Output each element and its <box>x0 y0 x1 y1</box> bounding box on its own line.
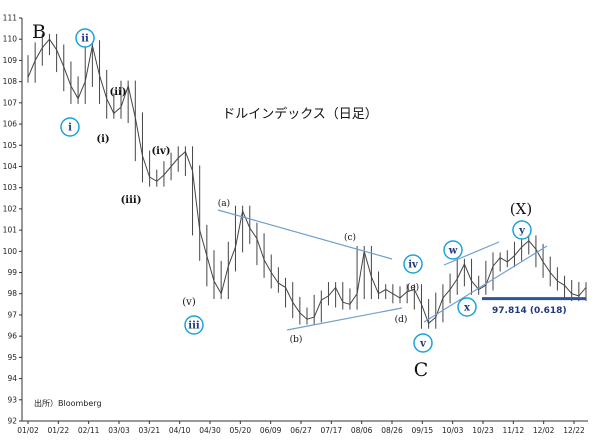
trendline-lower-channel <box>423 245 548 323</box>
wave-label-x-circle <box>457 297 477 317</box>
trendline-lower-triangle <box>286 307 403 331</box>
wave-label-w: w <box>448 246 458 257</box>
y-tick-label: 92 <box>7 417 17 426</box>
wave-label-iv-circle <box>403 254 423 274</box>
y-tick-label: 109 <box>3 56 18 65</box>
y-tick-label: 108 <box>3 77 18 86</box>
y-tick-label: 93 <box>7 395 17 404</box>
wave-label-iv: iv <box>408 260 419 271</box>
wave-label-paren-i: (i) <box>96 134 109 145</box>
wave-label-a: (a) <box>218 198 230 209</box>
wave-label-paren-iv: (iv) <box>151 146 170 157</box>
wave-label-v: v <box>419 339 427 350</box>
y-tick-label: 94 <box>7 374 17 383</box>
wave-label-e: (e) <box>407 282 419 293</box>
wave-label-y-circle <box>512 220 532 240</box>
x-tick-label: 06/27 <box>290 426 312 435</box>
wave-label-d: (d) <box>395 314 408 325</box>
wave-label-i: i <box>68 123 72 134</box>
wave-label-c: (c) <box>344 232 356 243</box>
y-tick-label: 102 <box>3 204 18 213</box>
y-axis-ticks: 92 93 94 95 96 97 98 99 100 101 102 103 104 105 106 107… <box>3 14 22 426</box>
y-tick-label: 100 <box>3 247 18 256</box>
wave-label-B: B <box>32 21 46 43</box>
x-tick-label: 07/17 <box>321 426 343 435</box>
x-axis-ticks: 01/02 01/22 02/11 03/03 03/21 04/10 04/30 05/20… <box>17 421 585 435</box>
x-tick-label: 12/02 <box>533 426 555 435</box>
wave-label-y: y <box>518 226 526 237</box>
trendline-upper-channel <box>443 241 500 266</box>
y-tick-label: 104 <box>3 162 18 171</box>
wave-label-iii-circle <box>184 315 204 335</box>
y-tick-label: 106 <box>3 120 18 129</box>
y-tick-label: 105 <box>3 141 18 150</box>
y-tick-label: 111 <box>3 14 18 23</box>
x-tick-label: 09/15 <box>412 426 434 435</box>
x-tick-label: 08/26 <box>381 426 403 435</box>
x-tick-label: 08/06 <box>351 426 373 435</box>
y-tick-label: 110 <box>3 35 18 44</box>
wave-labels: BC(X)iiiiiiivvwxy(ii)(i)(iii)(iv)(v)(a)(… <box>32 21 532 381</box>
y-tick-label: 95 <box>7 353 17 362</box>
y-tick-label: 98 <box>7 289 17 298</box>
wave-label-paren-iii: (iii) <box>121 195 142 206</box>
retracement-label: 97.814 (0.618) <box>492 306 567 316</box>
x-tick-label: 04/10 <box>169 426 191 435</box>
wave-label-C: C <box>414 359 429 381</box>
y-tick-label: 107 <box>3 98 18 107</box>
trendlines <box>217 209 548 331</box>
x-tick-label: 10/23 <box>472 426 494 435</box>
x-tick-label: 11/12 <box>503 426 525 435</box>
wave-label-ii: ii <box>81 34 89 45</box>
x-tick-label: 03/21 <box>139 426 161 435</box>
wave-label-i-circle <box>60 117 80 137</box>
x-tick-label: 10/03 <box>442 426 464 435</box>
y-tick-label: 103 <box>3 183 18 192</box>
wave-label-paren-ii: (ii) <box>109 87 126 98</box>
wave-label-v-circle <box>413 333 433 353</box>
wave-label-x: x <box>464 303 471 314</box>
source-note: 出所）Bloomberg <box>34 398 102 408</box>
wave-label-paren-v: (v) <box>182 297 196 308</box>
trendline-upper-triangle <box>217 209 393 260</box>
y-tick-label: 101 <box>3 226 18 235</box>
wave-label-X: (X) <box>510 200 532 218</box>
wave-label-iii: iii <box>188 321 200 332</box>
x-tick-label: 12/22 <box>563 426 585 435</box>
x-tick-label: 04/30 <box>199 426 221 435</box>
wave-label-ii-circle <box>75 28 95 48</box>
x-tick-label: 06/09 <box>260 426 282 435</box>
price-series-line <box>27 38 587 325</box>
y-tick-label: 99 <box>7 268 17 277</box>
y-tick-label: 96 <box>7 332 17 341</box>
wave-label-w-circle <box>443 240 463 260</box>
x-tick-label: 02/11 <box>78 426 100 435</box>
x-tick-label: 05/20 <box>230 426 252 435</box>
x-tick-label: 01/22 <box>48 426 70 435</box>
y-tick-label: 97 <box>7 310 17 319</box>
x-tick-label: 03/03 <box>108 426 130 435</box>
wave-label-b: (b) <box>290 334 303 345</box>
chart-title: ドルインデックス（日足） <box>222 106 378 122</box>
x-tick-label: 01/02 <box>17 426 39 435</box>
